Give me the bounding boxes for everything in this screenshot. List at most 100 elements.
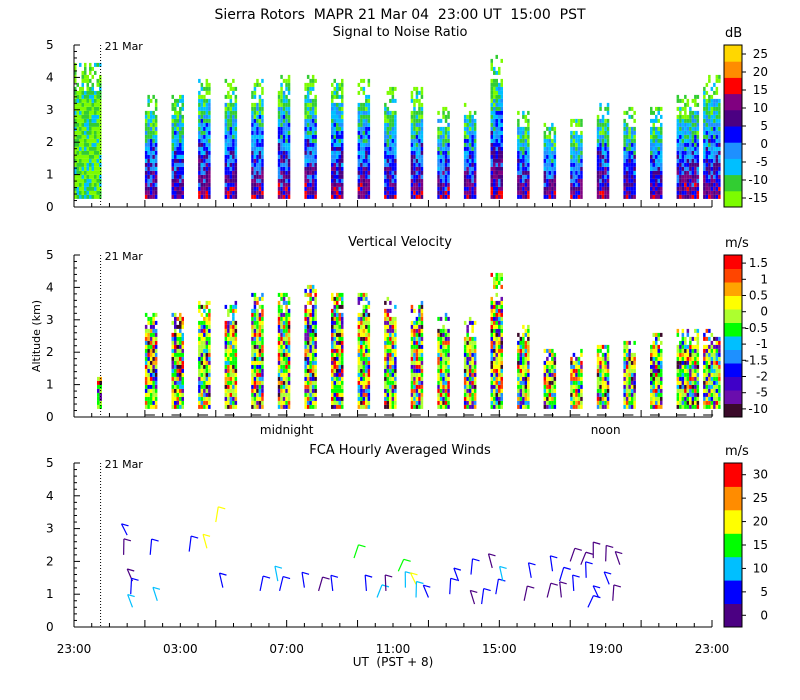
data-cell bbox=[251, 388, 254, 393]
data-cell bbox=[410, 388, 414, 393]
data-cell bbox=[86, 130, 89, 135]
data-cell bbox=[208, 340, 211, 345]
data-cell bbox=[575, 146, 578, 151]
data-cell bbox=[420, 94, 424, 99]
data-cell bbox=[420, 154, 424, 159]
data-cell bbox=[232, 376, 235, 381]
data-cell bbox=[447, 146, 450, 151]
data-cell bbox=[386, 308, 390, 313]
data-cell bbox=[551, 126, 554, 131]
data-cell bbox=[174, 194, 177, 199]
data-cell bbox=[174, 384, 177, 389]
data-cell bbox=[200, 122, 204, 127]
data-cell bbox=[253, 150, 257, 155]
data-cell bbox=[657, 138, 660, 143]
data-cell bbox=[86, 74, 89, 79]
data-cell bbox=[548, 194, 552, 199]
data-cell bbox=[258, 114, 262, 119]
data-cell bbox=[285, 158, 288, 163]
data-cell bbox=[79, 154, 82, 159]
data-cell bbox=[306, 352, 310, 357]
data-cell bbox=[543, 134, 547, 139]
data-cell bbox=[282, 146, 286, 151]
data-cell bbox=[384, 368, 387, 373]
data-cell bbox=[473, 190, 477, 195]
data-cell bbox=[652, 150, 655, 155]
data-cell bbox=[705, 158, 709, 163]
data-cell bbox=[696, 150, 700, 155]
data-cell bbox=[331, 150, 334, 155]
data-cell bbox=[691, 138, 695, 143]
data-cell bbox=[280, 98, 283, 103]
data-cell bbox=[500, 138, 503, 143]
data-cell bbox=[261, 292, 264, 297]
data-cell bbox=[498, 102, 501, 107]
data-cell bbox=[418, 130, 421, 135]
data-cell bbox=[362, 400, 366, 405]
data-cell bbox=[147, 170, 150, 175]
data-cell bbox=[715, 126, 719, 131]
data-cell bbox=[652, 174, 655, 179]
data-cell bbox=[546, 154, 549, 159]
data-cell bbox=[389, 174, 392, 179]
data-cell bbox=[200, 82, 204, 87]
data-cell bbox=[389, 158, 392, 163]
data-cell bbox=[391, 352, 395, 357]
data-cell bbox=[367, 364, 371, 369]
data-cell bbox=[176, 364, 179, 369]
data-cell bbox=[277, 344, 281, 349]
data-cell bbox=[420, 114, 424, 119]
data-cell bbox=[84, 154, 87, 159]
data-cell bbox=[99, 138, 102, 143]
data-cell bbox=[420, 404, 424, 409]
data-cell bbox=[89, 170, 92, 175]
data-cell bbox=[227, 174, 230, 179]
data-cell bbox=[224, 78, 228, 83]
data-cell bbox=[384, 396, 387, 401]
data-cell bbox=[447, 336, 450, 341]
data-cell bbox=[205, 170, 209, 175]
data-cell bbox=[76, 82, 79, 87]
data-cell bbox=[341, 304, 344, 309]
data-cell bbox=[76, 162, 79, 167]
data-cell bbox=[442, 110, 445, 115]
data-cell bbox=[601, 194, 605, 199]
data-cell bbox=[365, 356, 368, 361]
data-cell bbox=[410, 154, 414, 159]
data-cell bbox=[208, 368, 211, 373]
data-cell bbox=[285, 360, 288, 365]
data-cell bbox=[365, 174, 368, 179]
data-cell bbox=[174, 122, 177, 127]
data-cell bbox=[176, 114, 179, 119]
data-cell bbox=[149, 384, 153, 389]
data-cell bbox=[473, 352, 477, 357]
data-cell bbox=[311, 320, 315, 325]
data-cell bbox=[386, 392, 390, 397]
data-cell bbox=[227, 166, 230, 171]
data-cell bbox=[473, 130, 477, 135]
data-cell bbox=[360, 328, 363, 333]
data-cell bbox=[282, 122, 286, 127]
data-cell bbox=[280, 404, 283, 409]
data-cell bbox=[176, 174, 179, 179]
data-cell bbox=[705, 154, 709, 159]
data-cell bbox=[394, 190, 397, 195]
data-cell bbox=[171, 126, 174, 131]
data-cell bbox=[628, 178, 631, 183]
data-cell bbox=[336, 396, 339, 401]
data-cell bbox=[681, 150, 685, 155]
data-cell bbox=[391, 86, 395, 91]
data-cell bbox=[420, 142, 424, 147]
data-cell bbox=[285, 194, 288, 199]
data-cell bbox=[633, 142, 636, 147]
data-cell bbox=[394, 126, 397, 131]
data-cell bbox=[258, 134, 262, 139]
data-cell bbox=[447, 404, 450, 409]
data-cell bbox=[708, 126, 711, 131]
data-cell bbox=[76, 142, 79, 147]
data-cell bbox=[171, 356, 174, 361]
data-cell bbox=[280, 122, 283, 127]
data-cell bbox=[208, 86, 211, 91]
data-cell bbox=[304, 396, 307, 401]
data-cell bbox=[224, 340, 228, 345]
